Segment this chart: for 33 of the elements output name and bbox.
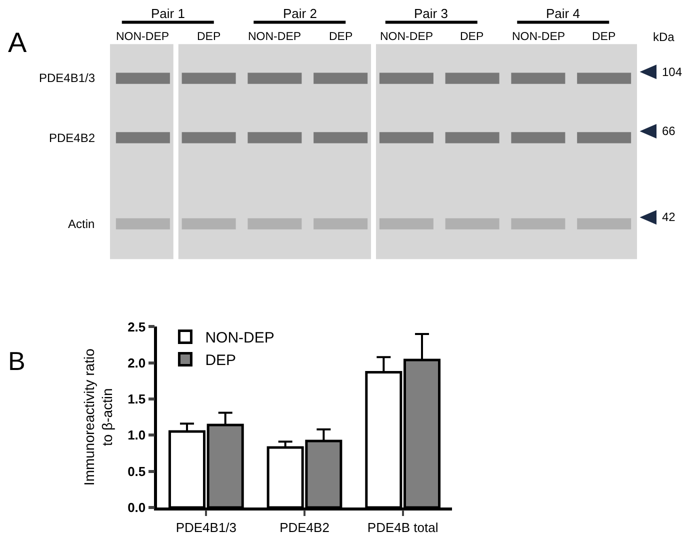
text: kDa: [653, 30, 675, 44]
text: A: [8, 27, 27, 58]
legend-label: NON-DEP: [205, 330, 274, 347]
category-label: Pair 2: [283, 6, 317, 21]
legend-label: DEP: [205, 352, 236, 370]
text: NON-DEP: [380, 31, 434, 43]
x-tick-label: PDE4B1/3: [176, 520, 237, 535]
category-label: PDE4B2: [49, 131, 96, 145]
y-tick-label: 2.0: [128, 355, 146, 370]
category-label: Actin: [68, 217, 95, 231]
y-tick-label: 0.5: [128, 464, 146, 479]
text: DEP: [592, 31, 616, 43]
y-tick-label: 1.0: [128, 428, 146, 443]
text: NON-DEP: [116, 31, 170, 43]
category-label: 104: [662, 65, 682, 79]
text: B: [8, 346, 26, 376]
text: DEP: [197, 31, 221, 43]
category-label: 66: [662, 124, 676, 138]
category-label: Pair 4: [546, 6, 580, 21]
category-label: Pair 1: [151, 6, 185, 21]
category-label: Pair 3: [414, 6, 448, 21]
y-axis-title: Immunoreactivity ratio to β-actin: [80, 348, 116, 486]
y-tick-label: 2.5: [128, 319, 146, 334]
text: DEP: [460, 31, 484, 43]
text: NON-DEP: [248, 31, 302, 43]
x-tick-label: PDE4B total: [367, 520, 438, 535]
text: NON-DEP: [512, 31, 566, 43]
y-tick-label: 1.5: [128, 392, 146, 407]
x-tick-label: PDE4B2: [280, 520, 330, 535]
text: DEP: [329, 31, 353, 43]
y-tick-label: 0.0: [128, 500, 146, 516]
category-label: PDE4B1/3: [39, 71, 96, 85]
category-label: 42: [662, 210, 676, 224]
